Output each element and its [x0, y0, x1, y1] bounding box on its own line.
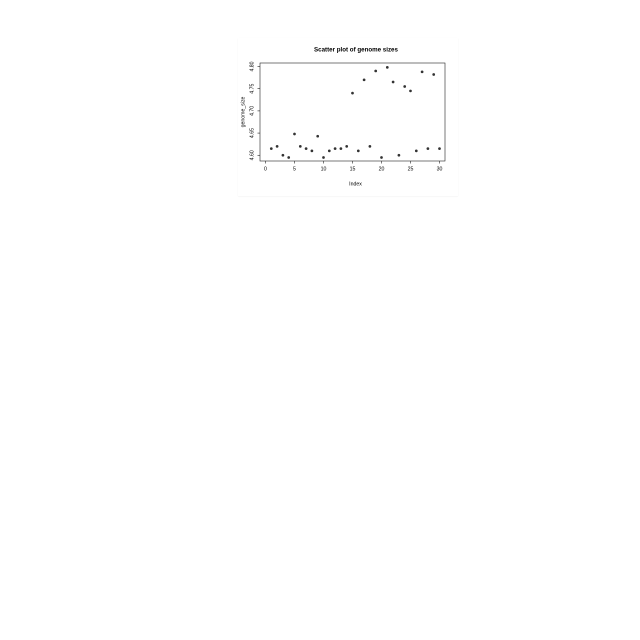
data-point	[351, 91, 354, 95]
x-tick-label: 0	[264, 167, 267, 173]
data-point	[391, 80, 395, 84]
data-point	[380, 156, 383, 159]
data-point	[316, 134, 320, 138]
data-point	[293, 132, 296, 136]
y-tick-label: 4.70	[250, 106, 256, 116]
y-tick-label: 4.60	[250, 150, 256, 160]
data-point	[397, 153, 401, 157]
data-point	[327, 149, 331, 153]
data-point	[356, 149, 360, 153]
x-axis-label: Index	[349, 182, 362, 188]
data-point	[420, 70, 424, 74]
x-tick-label: 10	[321, 167, 327, 173]
data-point	[304, 147, 308, 150]
data-point	[345, 145, 349, 148]
y-axis: 4.60 4.65 4.70 4.75 4.80	[250, 61, 260, 160]
data-point	[374, 69, 378, 73]
data-point	[333, 147, 337, 150]
y-axis-label: genome_size	[241, 96, 247, 127]
plot-card	[238, 38, 458, 196]
y-tick-label: 4.75	[250, 84, 256, 94]
x-axis: 0 5 10 15 20 25 30	[264, 161, 442, 173]
data-point	[409, 89, 412, 93]
x-tick-label: 15	[350, 167, 356, 173]
data-point	[362, 78, 366, 82]
data-point	[310, 149, 314, 153]
y-axis-label-group: genome_size	[241, 96, 247, 127]
data-point	[385, 66, 389, 69]
data-point	[426, 147, 430, 150]
chart-title: Scatter plot of genome sizes	[314, 47, 398, 54]
plot-frame	[259, 62, 446, 162]
x-tick-label: 20	[379, 167, 385, 173]
x-tick-label: 25	[408, 167, 414, 173]
data-point	[403, 85, 407, 88]
data-point	[322, 156, 325, 159]
y-tick-label: 4.80	[250, 61, 256, 71]
data-point	[287, 156, 291, 159]
data-point	[432, 73, 436, 76]
data-point	[339, 147, 343, 150]
data-point	[269, 147, 273, 150]
data-point	[368, 145, 372, 148]
x-tick-label: 5	[293, 167, 296, 173]
data-point	[438, 147, 441, 150]
x-tick-label: 30	[437, 167, 443, 173]
scatter-chart: Scatter plot of genome sizes genome_size…	[241, 47, 446, 188]
data-point	[298, 145, 302, 148]
data-point	[414, 149, 418, 153]
data-point	[281, 153, 285, 157]
y-tick-label: 4.65	[250, 128, 256, 138]
data-points	[269, 66, 441, 159]
data-point	[275, 145, 279, 148]
